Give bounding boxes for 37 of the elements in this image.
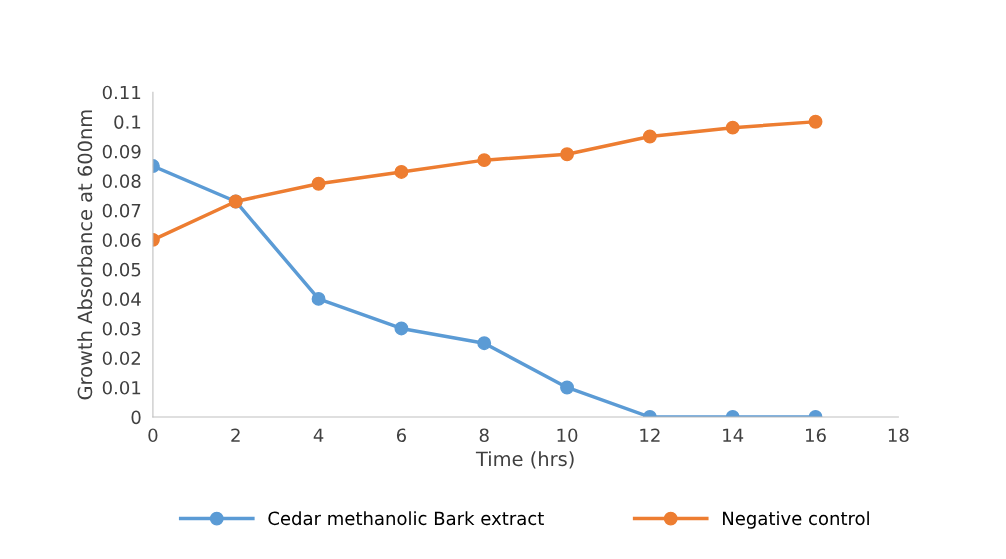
y-tick-label: 0.1 bbox=[114, 115, 141, 129]
x-tick-label: 0 bbox=[148, 428, 158, 443]
y-tick-label: 0.04 bbox=[102, 292, 141, 307]
y-tick-label: 0.11 bbox=[102, 85, 141, 100]
x-tick-label: 18 bbox=[888, 428, 909, 443]
y-tick-label: 0.02 bbox=[102, 351, 140, 366]
y-tick-label: 0.07 bbox=[102, 203, 141, 218]
point bbox=[560, 380, 574, 395]
x-tick-label: 8 bbox=[479, 428, 489, 443]
y-axis-title: Growth Absorbance at 600nm bbox=[77, 110, 93, 400]
point bbox=[642, 129, 657, 144]
point bbox=[808, 114, 823, 129]
x-tick-label: 10 bbox=[557, 428, 578, 443]
point bbox=[560, 147, 574, 162]
x-tick-label: 14 bbox=[723, 428, 744, 442]
point bbox=[477, 336, 492, 351]
y-tick-label: 0.01 bbox=[102, 380, 141, 395]
point bbox=[311, 176, 326, 191]
point bbox=[477, 153, 492, 168]
y-tick-label: 0 bbox=[131, 410, 141, 425]
y-tick-label: 0.09 bbox=[102, 144, 141, 159]
point bbox=[394, 321, 409, 336]
legend-label: Negative control bbox=[723, 511, 869, 529]
x-tick-label: 6 bbox=[396, 428, 406, 443]
y-tick-label: 0.03 bbox=[102, 321, 141, 336]
point bbox=[311, 291, 326, 306]
x-tick-label: 4 bbox=[313, 428, 324, 442]
y-tick-label: 0.05 bbox=[102, 262, 141, 277]
y-tick-label: 0.08 bbox=[102, 174, 141, 188]
y-tick-label: 0.06 bbox=[102, 233, 141, 247]
x-tick-label: 16 bbox=[806, 428, 826, 443]
point bbox=[394, 165, 409, 179]
x-axis-title: Time (hrs) bbox=[475, 451, 574, 469]
point bbox=[725, 120, 740, 135]
x-tick-label: 2 bbox=[231, 428, 240, 442]
x-tick-label: 12 bbox=[640, 428, 660, 442]
legend-label: Cedar methanolic Bark extract bbox=[268, 511, 544, 526]
